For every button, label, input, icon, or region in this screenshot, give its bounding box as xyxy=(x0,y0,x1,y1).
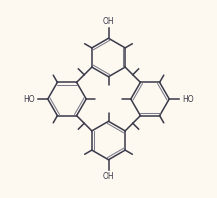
Text: HO: HO xyxy=(182,94,194,104)
Text: HO: HO xyxy=(23,94,35,104)
Text: OH: OH xyxy=(103,17,114,26)
Text: OH: OH xyxy=(103,172,114,181)
